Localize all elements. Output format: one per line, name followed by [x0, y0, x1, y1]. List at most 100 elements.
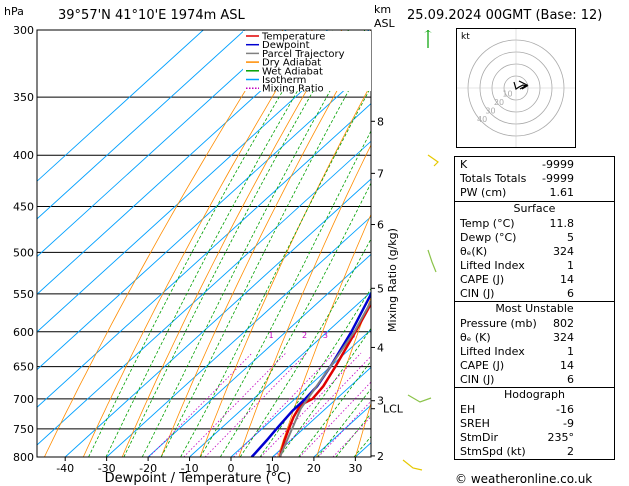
surface-row-value: 14 — [560, 273, 574, 286]
wind-barb-400 — [427, 154, 439, 167]
most-unstable-row-label: CIN (J) — [460, 373, 495, 386]
km-tick-label: 8 — [377, 115, 384, 128]
mixing-ratio-line — [260, 352, 362, 457]
isotherm-line — [37, 30, 328, 295]
mixing-ratio-label: 25 — [444, 331, 450, 340]
legend-entry: Dewpoint — [262, 40, 310, 51]
dry-adiabat-line — [433, 30, 450, 457]
isotherm-line — [397, 30, 450, 457]
isotherm-line — [64, 178, 371, 457]
isotherm-line — [37, 30, 204, 182]
hodograph-stat-row: StmDir 235° — [455, 431, 614, 445]
most-unstable-row-label: Pressure (mb) — [460, 317, 537, 330]
legend-entry: Parcel Trajectory — [262, 49, 345, 60]
plot-frame — [36, 29, 372, 458]
legend-entry: Isotherm — [262, 75, 306, 86]
index-row-value: 1.61 — [549, 186, 575, 199]
mixing-ratio-line — [204, 352, 307, 457]
isotherm-line — [355, 442, 371, 457]
wind-barb-top-marker — [424, 30, 432, 33]
mixing-ratio-label: 8 — [377, 331, 382, 340]
indices-panel: K -9999 Totals Totals -9999 PW (cm) 1.61 Surf… — [454, 156, 615, 460]
wet-adiabat-line — [105, 30, 334, 457]
mixing-ratio-line — [233, 352, 335, 457]
hodograph-kt-label: kt — [461, 32, 470, 42]
x-tick-label: -20 — [139, 462, 157, 475]
hodograph-stat-row-label: SREH — [460, 417, 490, 430]
most-unstable-section-title: Most Unstable — [455, 301, 614, 317]
hodograph-stat-row-value: -9 — [563, 417, 574, 430]
km-tick-label: 6 — [377, 219, 384, 232]
dry-adiabat-line — [160, 30, 371, 457]
hodograph-storm-motion — [518, 80, 529, 90]
wet-adiabat-line — [353, 435, 371, 457]
x-tick-label: 20 — [307, 462, 321, 475]
wind-barb-800 — [402, 459, 423, 471]
legend-entry: Dry Adiabat — [262, 58, 321, 69]
pressure-tick-label: 700 — [13, 393, 34, 406]
wet-adiabat-line — [199, 130, 371, 457]
wet-adiabat-line — [123, 30, 349, 457]
dry-adiabat-line — [199, 83, 371, 457]
pressure-tick-label: 450 — [13, 201, 34, 214]
index-row-label: K — [460, 158, 468, 171]
surface-row: CIN (J) 6 — [455, 287, 614, 301]
isotherm-line — [313, 404, 371, 457]
mixing-ratio-line — [299, 381, 371, 457]
surface-row: Temp (°C) 11.8 — [455, 217, 614, 231]
lcl-label: LCL — [383, 403, 404, 416]
parcel-trajectory-profile — [278, 299, 371, 457]
pressure-tick-label: 650 — [13, 361, 34, 374]
isotherm-line — [37, 30, 287, 258]
km-tick-label: 5 — [377, 282, 384, 295]
dry-adiabat-line — [44, 30, 284, 457]
dry-adiabat-line — [355, 402, 371, 457]
mixing-ratio-line — [317, 400, 371, 457]
most-unstable-row: Pressure (mb) 802 — [455, 317, 614, 331]
index-row: PW (cm) 1.61 — [455, 186, 614, 200]
surface-row-label: Temp (°C) — [460, 217, 515, 230]
km-tick-label: 7 — [377, 167, 384, 180]
wind-barb-500 — [427, 249, 437, 273]
dry-adiabat-line — [121, 30, 343, 457]
mixing-ratio-line — [183, 352, 287, 457]
isotherm-line — [230, 329, 371, 457]
legend-entry: Mixing Ratio — [262, 84, 324, 95]
mixing-ratio-label: 15 — [412, 331, 422, 340]
surface-row: Dewp (°C) 5 — [455, 231, 614, 245]
hodograph-trace — [513, 81, 529, 90]
hodograph-stat-row: StmSpd (kt) 2 — [455, 445, 614, 459]
km-tick-label: 3 — [377, 395, 384, 408]
x-tick-label: -30 — [98, 462, 116, 475]
surface-row-label: θₑ(K) — [460, 245, 488, 258]
wet-adiabat-line — [298, 360, 371, 457]
isotherm-line — [189, 291, 371, 457]
isotherm-line — [147, 253, 371, 457]
most-unstable-row-value: 6 — [567, 373, 574, 386]
wet-adiabat-line — [88, 30, 320, 457]
most-unstable-row-label: CAPE (J) — [460, 359, 505, 372]
mixing-ratio-label: 2 — [302, 331, 307, 340]
pressure-tick-label: 350 — [13, 91, 34, 104]
surface-row-value: 1 — [567, 259, 574, 272]
surface-section-title: Surface — [455, 201, 614, 217]
isotherm-line — [37, 30, 246, 220]
km-tick-label: 2 — [377, 450, 384, 463]
hodograph-ring-label: 10 — [502, 90, 512, 99]
km-tick-label: 4 — [377, 341, 384, 354]
isotherm-line — [37, 103, 371, 408]
isotherm-line — [37, 30, 370, 333]
surface-row: θₑ(K) 324 — [455, 245, 614, 259]
most-unstable-row-value: 1 — [567, 345, 574, 358]
most-unstable-row: θₑ (K) 324 — [455, 331, 614, 345]
pressure-tick-label: 300 — [13, 24, 34, 37]
isotherm-line — [106, 216, 371, 457]
hodograph-stat-row-value: -16 — [556, 403, 574, 416]
hodograph-stat-row: SREH -9 — [455, 417, 614, 431]
hodograph-ring-label: 20 — [494, 98, 504, 107]
pressure-tick-label: 750 — [13, 423, 34, 436]
mixing-ratio-label: 1 — [269, 331, 274, 340]
wet-adiabat-line — [317, 388, 371, 457]
y-axis-label: Mixing Ratio (g/kg) — [386, 228, 399, 332]
surface-row-value: 324 — [553, 245, 574, 258]
